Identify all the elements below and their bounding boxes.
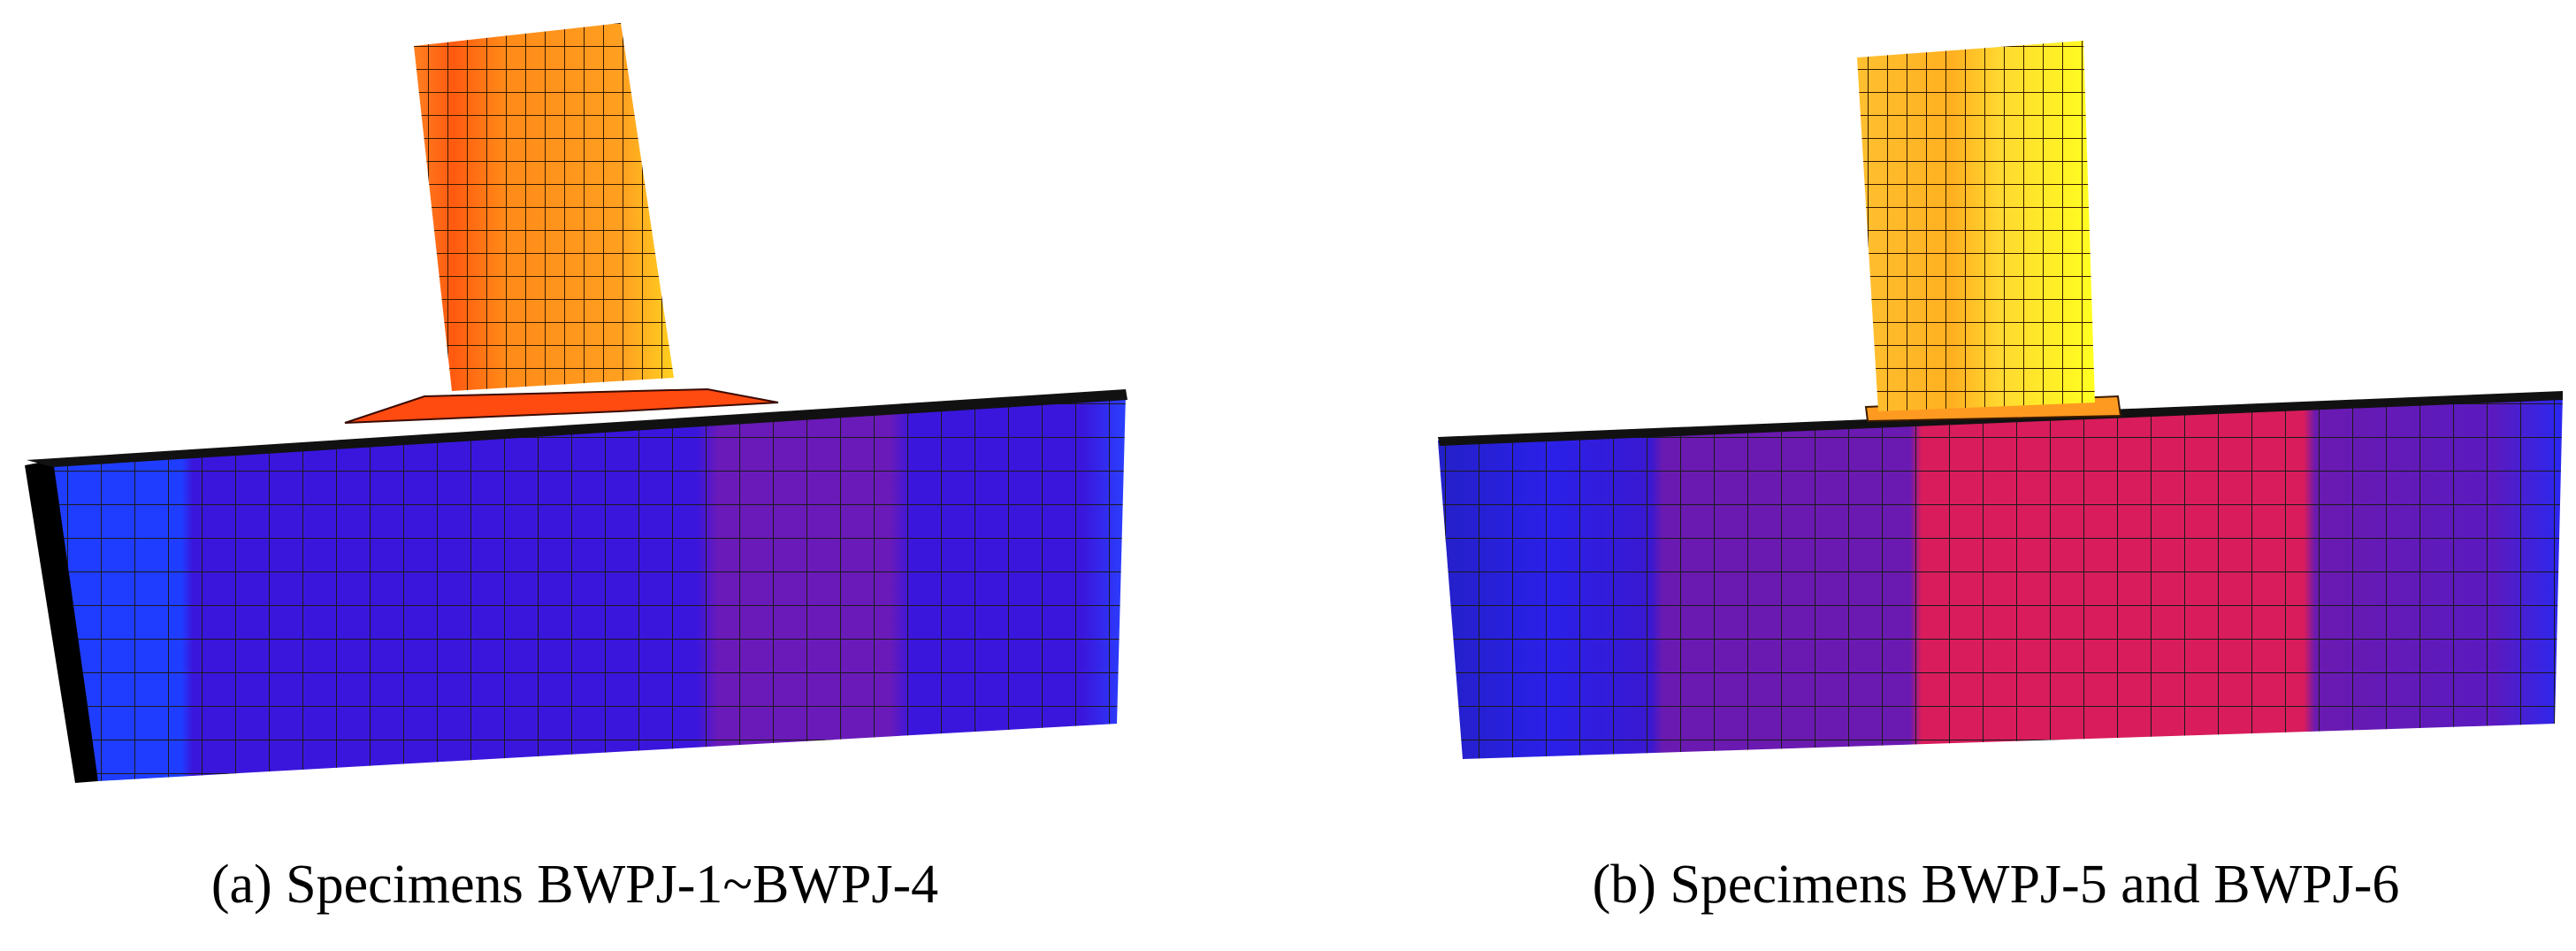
- column-mesh: [1857, 41, 2095, 411]
- model-b: (b) Specimens BWPJ-5 and BWPJ-6: [1438, 41, 2563, 915]
- flange: [344, 387, 779, 424]
- beam-mesh: [1438, 395, 2563, 759]
- column-mesh: [414, 23, 674, 391]
- beam-mesh: [53, 395, 1126, 781]
- caption: (b) Specimens BWPJ-5 and BWPJ-6: [1593, 855, 2400, 915]
- beam-top: [27, 389, 1127, 467]
- caption: (a) Specimens BWPJ-1~BWPJ-4: [211, 855, 938, 915]
- model-a: (a) Specimens BWPJ-1~BWPJ-4: [25, 23, 1127, 915]
- beam-side: [25, 458, 98, 783]
